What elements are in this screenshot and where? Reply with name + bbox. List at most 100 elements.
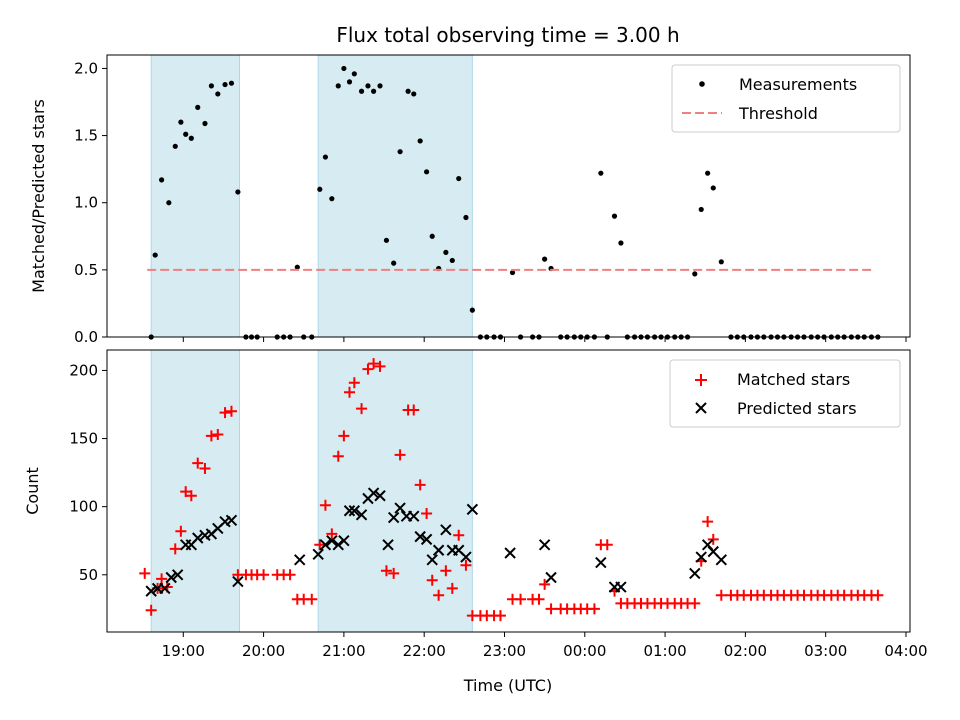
matched-star-point <box>446 582 458 594</box>
measurement-point <box>351 71 357 77</box>
bottom-y-axis-label: Count <box>23 467 42 515</box>
predicted-star-point <box>432 544 445 556</box>
matched-star-point <box>539 578 551 590</box>
matched-star-point <box>185 490 197 502</box>
measurement-point <box>383 237 390 243</box>
predicted-star-point <box>355 509 368 521</box>
bottom-legend: Matched stars Predicted stars <box>669 359 901 428</box>
predicted-star-point <box>232 575 244 588</box>
top-y-axis-label: Matched/Predicted stars <box>29 99 48 293</box>
legend-predicted-marker <box>695 402 707 414</box>
bottom-y-tick-label: 200 <box>69 361 98 379</box>
top-y-tick-label: 2.0 <box>74 59 98 77</box>
x-tick-label: 01:00 <box>643 642 686 660</box>
legend-measurements-label: Measurements <box>739 75 857 94</box>
matched-star-point <box>421 507 433 519</box>
matched-star-point <box>225 405 237 417</box>
x-tick-label: 02:00 <box>724 642 767 660</box>
matched-star-point <box>180 486 192 498</box>
matched-star-point <box>453 529 465 541</box>
predicted-star-point <box>460 551 472 563</box>
matched-star-point <box>175 525 187 537</box>
bottom-panel: 50 100 150 200 19:00 20:00 21:00 22:00 23:00 00:0… <box>23 349 928 695</box>
bottom-shaded-span <box>317 349 473 633</box>
measurement-point <box>692 271 698 277</box>
legend-matched-marker <box>695 374 707 386</box>
measurement-point <box>370 88 377 94</box>
predicted-star-point <box>145 585 157 597</box>
matched-star-point <box>284 569 296 581</box>
measurement-point <box>598 170 604 176</box>
predicted-star-point <box>426 554 438 566</box>
matched-star-point <box>433 589 445 601</box>
bottom-y-tick-label: 50 <box>79 566 98 584</box>
measurement-point <box>411 91 417 97</box>
measurement-point <box>341 65 347 72</box>
measurement-point <box>509 269 516 276</box>
measurement-point <box>618 240 624 246</box>
measurement-point <box>178 119 184 125</box>
matched-star-point <box>707 533 719 545</box>
predicted-star-point <box>394 502 406 514</box>
matched-star-point <box>380 565 392 577</box>
predicted-star-point <box>538 539 551 551</box>
legend-matched-label: Matched stars <box>737 370 850 389</box>
matched-star-point <box>533 593 545 605</box>
x-tick-label: 19:00 <box>162 642 205 660</box>
chart-title: Flux total observing time = 3.00 h <box>336 23 679 47</box>
measurement-point <box>710 185 716 191</box>
predicted-star-point <box>382 539 394 551</box>
matched-star-point <box>460 559 472 571</box>
predicted-star-point <box>192 532 204 544</box>
measurement-point <box>449 257 455 264</box>
matched-star-point <box>440 565 452 577</box>
predicted-star-point <box>319 539 332 551</box>
matched-star-point <box>368 358 380 370</box>
matched-star-point <box>314 539 326 551</box>
measurement-point <box>222 81 228 88</box>
legend-measurements-marker <box>699 81 705 87</box>
predicted-star-point <box>420 533 433 546</box>
matched-star-point <box>394 449 406 461</box>
predicted-star-point <box>374 490 386 502</box>
predicted-star-point <box>294 554 306 566</box>
matched-star-point <box>145 604 157 616</box>
matched-star-point <box>205 430 217 442</box>
predicted-star-point <box>165 571 177 584</box>
measurement-point <box>322 154 329 160</box>
measurement-point <box>469 307 475 313</box>
measurement-point <box>215 91 221 97</box>
measurement-point <box>159 177 165 183</box>
predicted-star-point <box>715 554 728 566</box>
predicted-star-point <box>326 535 338 547</box>
measurement-point <box>377 83 383 89</box>
measurement-point <box>611 213 618 219</box>
measurement-point <box>172 143 178 149</box>
matched-star-point <box>338 430 350 442</box>
predicted-star-point <box>689 567 701 580</box>
predicted-star-point <box>171 569 184 581</box>
legend-threshold-label: Threshold <box>738 104 818 123</box>
measurement-point <box>335 83 341 89</box>
predicted-star-point <box>367 487 380 499</box>
matched-star-point <box>872 589 884 601</box>
legend-predicted-label: Predicted stars <box>737 399 857 418</box>
measurement-point <box>188 135 194 141</box>
matched-star-point <box>348 377 360 389</box>
x-tick-label: 20:00 <box>242 642 285 660</box>
measurement-point <box>429 233 435 239</box>
measurement-point <box>228 80 235 86</box>
matched-star-point <box>545 603 557 615</box>
measurement-point <box>443 249 449 255</box>
top-y-tick-label: 1.0 <box>74 194 98 212</box>
matched-star-point <box>212 428 224 440</box>
predicted-star-point <box>504 547 516 559</box>
top-legend: Measurements Threshold <box>671 64 901 133</box>
matched-star-point <box>494 610 506 622</box>
x-tick-label: 21:00 <box>322 642 365 660</box>
predicted-star-point <box>343 505 356 517</box>
predicted-star-point <box>466 503 479 516</box>
measurement-point <box>152 252 158 258</box>
predicted-star-point <box>332 539 344 551</box>
